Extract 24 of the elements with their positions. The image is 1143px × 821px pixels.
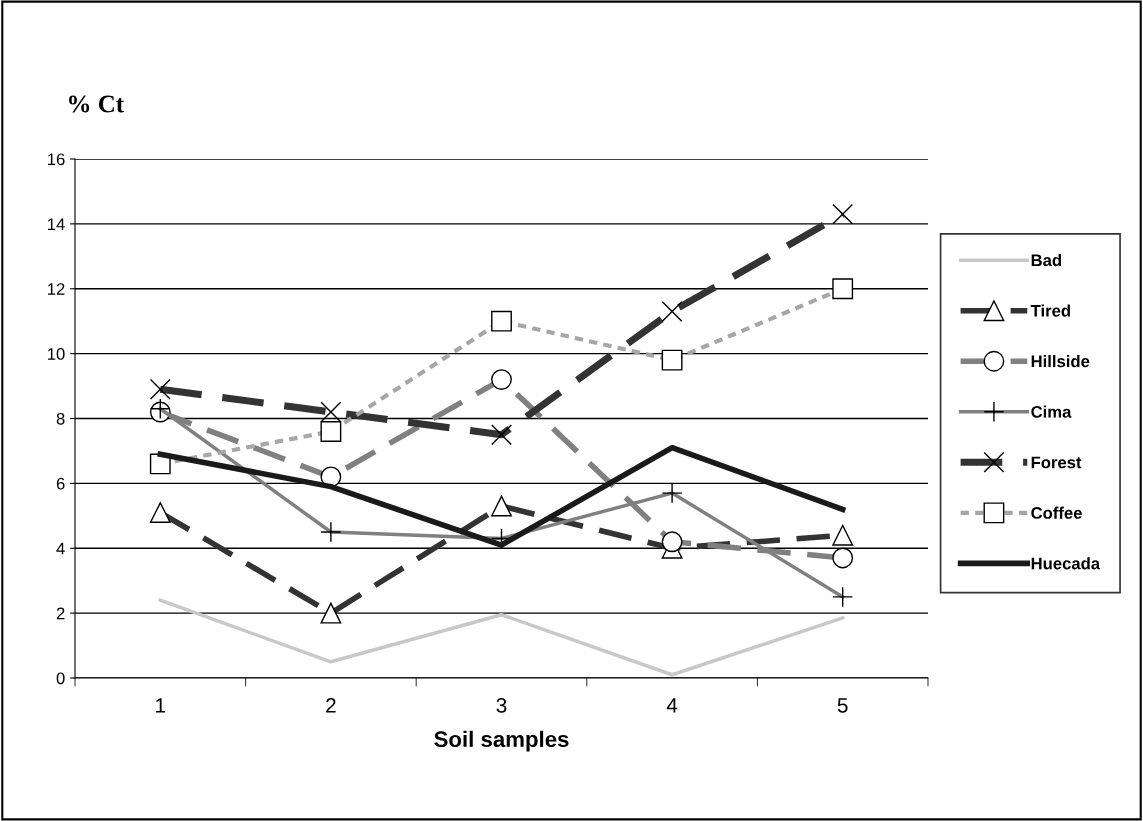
legend-label: Huecada	[1031, 557, 1101, 570]
x-tick-label: 3	[496, 697, 507, 713]
y-tick-label: 10	[48, 348, 65, 360]
legend-label: Coffee	[1031, 506, 1082, 519]
y-tick-label: 4	[56, 542, 65, 555]
y-tick-label: 6	[56, 477, 65, 490]
legend-label: Cima	[1031, 405, 1072, 418]
line-series	[158, 598, 845, 677]
x-tick-label: 2	[326, 697, 336, 713]
x-tick-label: 4	[666, 698, 678, 713]
legend-label: Bad	[1031, 253, 1061, 267]
legend-label: Tired	[1030, 304, 1070, 317]
legend-label: Hillside	[1031, 355, 1090, 368]
x-tick-label: 5	[837, 698, 848, 713]
y-tick-label: 14	[48, 218, 65, 230]
y-tick-label: 2	[56, 607, 65, 620]
y-tick-label: 16	[48, 153, 65, 166]
y-tick-label: 8	[56, 412, 65, 425]
x-tick-label: 1	[156, 698, 166, 713]
y-tick-label: 0	[56, 672, 65, 685]
legend-label: Forest	[1031, 456, 1082, 469]
y-axis-title: % Ct	[69, 95, 124, 113]
x-axis-title: Soil samples	[434, 730, 569, 752]
y-tick-label: 12	[48, 283, 65, 295]
